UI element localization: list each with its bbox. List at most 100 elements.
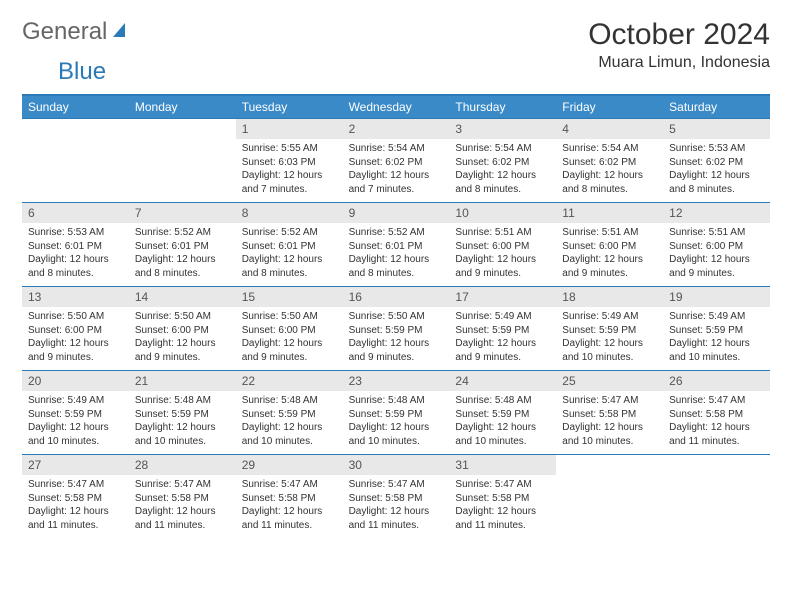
daylight-line: Daylight: 12 hours and 9 minutes. [455,337,550,364]
day-cell: 24Sunrise: 5:48 AMSunset: 5:59 PMDayligh… [449,370,556,454]
sunrise-line: Sunrise: 5:47 AM [135,478,230,492]
day-cell: 9Sunrise: 5:52 AMSunset: 6:01 PMDaylight… [343,202,450,286]
day-info: Sunrise: 5:50 AMSunset: 5:59 PMDaylight:… [343,307,450,367]
day-info: Sunrise: 5:49 AMSunset: 5:59 PMDaylight:… [449,307,556,367]
sunrise-line: Sunrise: 5:48 AM [135,394,230,408]
day-number: 26 [663,371,770,391]
day-cell: 11Sunrise: 5:51 AMSunset: 6:00 PMDayligh… [556,202,663,286]
sunset-line: Sunset: 5:59 PM [455,324,550,338]
logo: General [22,18,131,46]
day-cell: 20Sunrise: 5:49 AMSunset: 5:59 PMDayligh… [22,370,129,454]
day-number: 28 [129,455,236,475]
daylight-line: Daylight: 12 hours and 11 minutes. [28,505,123,532]
sunrise-line: Sunrise: 5:48 AM [349,394,444,408]
day-number: 19 [663,287,770,307]
day-info: Sunrise: 5:55 AMSunset: 6:03 PMDaylight:… [236,139,343,199]
day-info: Sunrise: 5:52 AMSunset: 6:01 PMDaylight:… [236,223,343,283]
day-header: Saturday [663,96,770,118]
day-info: Sunrise: 5:51 AMSunset: 6:00 PMDaylight:… [449,223,556,283]
sunrise-line: Sunrise: 5:50 AM [135,310,230,324]
day-info: Sunrise: 5:49 AMSunset: 5:59 PMDaylight:… [556,307,663,367]
day-number: 9 [343,203,450,223]
day-info: Sunrise: 5:48 AMSunset: 5:59 PMDaylight:… [129,391,236,451]
day-info: Sunrise: 5:47 AMSunset: 5:58 PMDaylight:… [556,391,663,451]
daylight-line: Daylight: 12 hours and 10 minutes. [349,421,444,448]
daylight-line: Daylight: 12 hours and 8 minutes. [669,169,764,196]
day-number: 10 [449,203,556,223]
daylight-line: Daylight: 12 hours and 9 minutes. [349,337,444,364]
sunset-line: Sunset: 5:59 PM [242,408,337,422]
day-cell: 26Sunrise: 5:47 AMSunset: 5:58 PMDayligh… [663,370,770,454]
day-info: Sunrise: 5:54 AMSunset: 6:02 PMDaylight:… [343,139,450,199]
day-cell: 4Sunrise: 5:54 AMSunset: 6:02 PMDaylight… [556,118,663,202]
day-number: 17 [449,287,556,307]
sunset-line: Sunset: 5:59 PM [562,324,657,338]
daylight-line: Daylight: 12 hours and 11 minutes. [455,505,550,532]
daylight-line: Daylight: 12 hours and 10 minutes. [562,337,657,364]
daylight-line: Daylight: 12 hours and 10 minutes. [455,421,550,448]
sunrise-line: Sunrise: 5:54 AM [455,142,550,156]
sunset-line: Sunset: 6:02 PM [349,156,444,170]
day-cell: 5 Sunrise: 5:53 AMSunset: 6:02 PMDaylight… [663,118,770,202]
day-number: 30 [343,455,450,475]
daylight-line: Daylight: 12 hours and 7 minutes. [349,169,444,196]
day-cell: 17Sunrise: 5:49 AMSunset: 5:59 PMDayligh… [449,286,556,370]
month-title: October 2024 [588,18,770,52]
sunrise-line: Sunrise: 5:50 AM [28,310,123,324]
daylight-line: Daylight: 12 hours and 9 minutes. [28,337,123,364]
sunset-line: Sunset: 5:59 PM [455,408,550,422]
day-number: 16 [343,287,450,307]
daylight-line: Daylight: 12 hours and 9 minutes. [669,253,764,280]
day-cell: 7Sunrise: 5:52 AMSunset: 6:01 PMDaylight… [129,202,236,286]
day-number: 5 [663,119,770,139]
sunset-line: Sunset: 6:00 PM [28,324,123,338]
daylight-line: Daylight: 12 hours and 11 minutes. [242,505,337,532]
sunset-line: Sunset: 6:01 PM [28,240,123,254]
daylight-line: Daylight: 12 hours and 8 minutes. [349,253,444,280]
day-cell: 10Sunrise: 5:51 AMSunset: 6:00 PMDayligh… [449,202,556,286]
daylight-line: Daylight: 12 hours and 10 minutes. [135,421,230,448]
day-cell: 2Sunrise: 5:54 AMSunset: 6:02 PMDaylight… [343,118,450,202]
empty-cell [22,118,129,202]
day-cell: 14Sunrise: 5:50 AMSunset: 6:00 PMDayligh… [129,286,236,370]
sunrise-line: Sunrise: 5:54 AM [349,142,444,156]
sunrise-line: Sunrise: 5:52 AM [135,226,230,240]
sunrise-line: Sunrise: 5:49 AM [562,310,657,324]
empty-cell [129,118,236,202]
day-number: 2 [343,119,450,139]
day-number: 18 [556,287,663,307]
sunset-line: Sunset: 6:01 PM [349,240,444,254]
sunrise-line: Sunrise: 5:47 AM [349,478,444,492]
day-number: 14 [129,287,236,307]
day-number: 27 [22,455,129,475]
day-header: Tuesday [236,96,343,118]
day-info: Sunrise: 5:52 AMSunset: 6:01 PMDaylight:… [129,223,236,283]
sunset-line: Sunset: 5:59 PM [349,324,444,338]
day-number: 25 [556,371,663,391]
sunset-line: Sunset: 6:02 PM [455,156,550,170]
day-info: Sunrise: 5:54 AMSunset: 6:02 PMDaylight:… [449,139,556,199]
sunset-line: Sunset: 6:00 PM [669,240,764,254]
day-info: Sunrise: 5:47 AMSunset: 5:58 PMDaylight:… [129,475,236,535]
sunrise-line: Sunrise: 5:53 AM [28,226,123,240]
daylight-line: Daylight: 12 hours and 10 minutes. [242,421,337,448]
sunrise-line: Sunrise: 5:53 AM [669,142,764,156]
day-cell: 25Sunrise: 5:47 AMSunset: 5:58 PMDayligh… [556,370,663,454]
day-number: 3 [449,119,556,139]
day-cell: 30Sunrise: 5:47 AMSunset: 5:58 PMDayligh… [343,454,450,538]
sunrise-line: Sunrise: 5:51 AM [455,226,550,240]
sunrise-line: Sunrise: 5:47 AM [562,394,657,408]
day-number: 15 [236,287,343,307]
day-number: 7 [129,203,236,223]
sunrise-line: Sunrise: 5:50 AM [242,310,337,324]
sunrise-line: Sunrise: 5:49 AM [28,394,123,408]
day-info: Sunrise: 5:47 AMSunset: 5:58 PMDaylight:… [22,475,129,535]
day-info: Sunrise: 5:54 AMSunset: 6:02 PMDaylight:… [556,139,663,199]
daylight-line: Daylight: 12 hours and 11 minutes. [349,505,444,532]
daylight-line: Daylight: 12 hours and 7 minutes. [242,169,337,196]
sunrise-line: Sunrise: 5:48 AM [455,394,550,408]
day-header: Monday [129,96,236,118]
daylight-line: Daylight: 12 hours and 10 minutes. [669,337,764,364]
sunset-line: Sunset: 6:02 PM [669,156,764,170]
sunset-line: Sunset: 6:01 PM [242,240,337,254]
